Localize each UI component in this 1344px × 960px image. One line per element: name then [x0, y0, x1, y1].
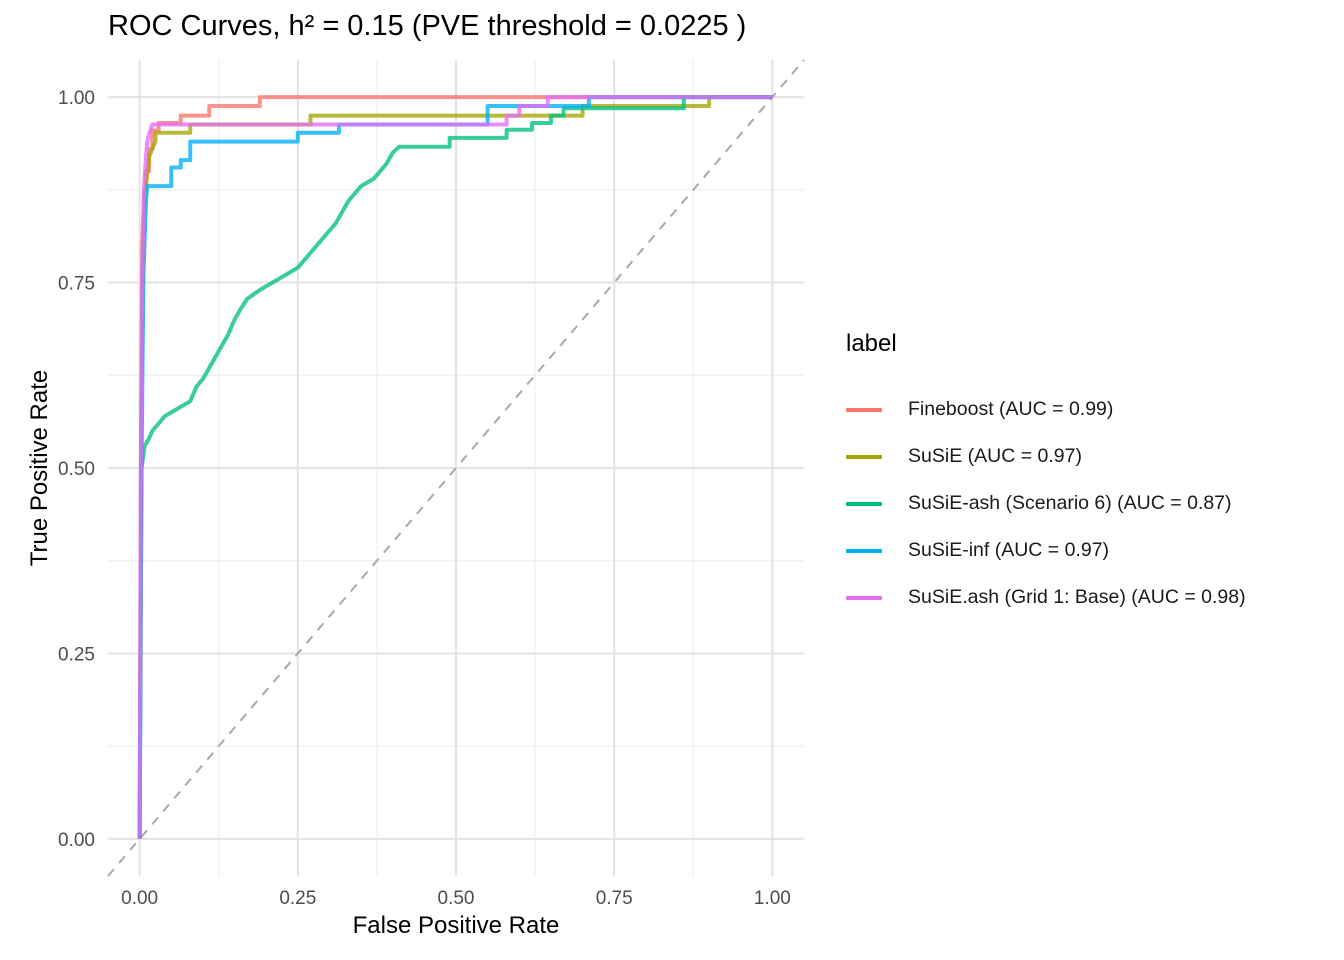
legend-label: Fineboost (AUC = 0.99) — [908, 398, 1114, 420]
y-tick-label: 1.00 — [58, 88, 95, 109]
x-tick-label: 0.50 — [438, 888, 475, 909]
x-tick-label: 0.75 — [596, 888, 633, 909]
y-tick-labels: 0.00 0.25 0.50 0.75 1.00 — [58, 88, 95, 851]
legend: label Fineboost (AUC = 0.99) SuSiE (AUC =… — [846, 330, 1246, 621]
legend-items: Fineboost (AUC = 0.99) SuSiE (AUC = 0.97)… — [846, 386, 1246, 621]
legend-item: SuSiE-inf (AUC = 0.97) — [846, 527, 1246, 574]
y-tick-label: 0.00 — [58, 830, 95, 851]
legend-swatch — [846, 454, 882, 459]
series-lines — [137, 95, 773, 839]
diagonal-reference-line — [107, 59, 805, 877]
legend-item: SuSiE.ash (Grid 1: Base) (AUC = 0.98) — [846, 574, 1246, 621]
legend-swatch — [846, 501, 882, 506]
legend-label: SuSiE-ash (Scenario 6) (AUC = 0.87) — [908, 492, 1232, 514]
roc-line-series-5 — [137, 95, 773, 839]
roc-line-series-4 — [137, 95, 773, 839]
y-tick-label: 0.25 — [58, 644, 95, 665]
legend-label: SuSiE-inf (AUC = 0.97) — [908, 539, 1110, 561]
y-axis-label: True Positive Rate — [26, 369, 53, 567]
x-tick-labels: 0.00 0.25 0.50 0.75 1.00 — [121, 888, 791, 909]
legend-swatch — [846, 407, 882, 412]
legend-item: SuSiE-ash (Scenario 6) (AUC = 0.87) — [846, 480, 1246, 527]
chart-title: ROC Curves, h² = 0.15 (PVE threshold = 0… — [108, 10, 747, 42]
legend-label: SuSiE (AUC = 0.97) — [908, 445, 1082, 467]
y-tick-label: 0.75 — [58, 274, 95, 295]
legend-label: SuSiE.ash (Grid 1: Base) (AUC = 0.98) — [908, 586, 1246, 608]
legend-title: label — [846, 330, 897, 357]
y-tick-label: 0.50 — [58, 459, 95, 480]
diagonal-line — [107, 59, 805, 877]
roc-line-series-3 — [137, 95, 773, 839]
x-axis-label: False Positive Rate — [352, 912, 560, 939]
x-tick-label: 1.00 — [754, 888, 791, 909]
legend-item: SuSiE (AUC = 0.97) — [846, 433, 1246, 480]
legend-item: Fineboost (AUC = 0.99) — [846, 386, 1246, 433]
x-tick-label: 0.00 — [121, 888, 158, 909]
legend-swatch — [846, 548, 882, 553]
legend-swatch — [846, 595, 882, 600]
x-tick-label: 0.25 — [279, 888, 316, 909]
